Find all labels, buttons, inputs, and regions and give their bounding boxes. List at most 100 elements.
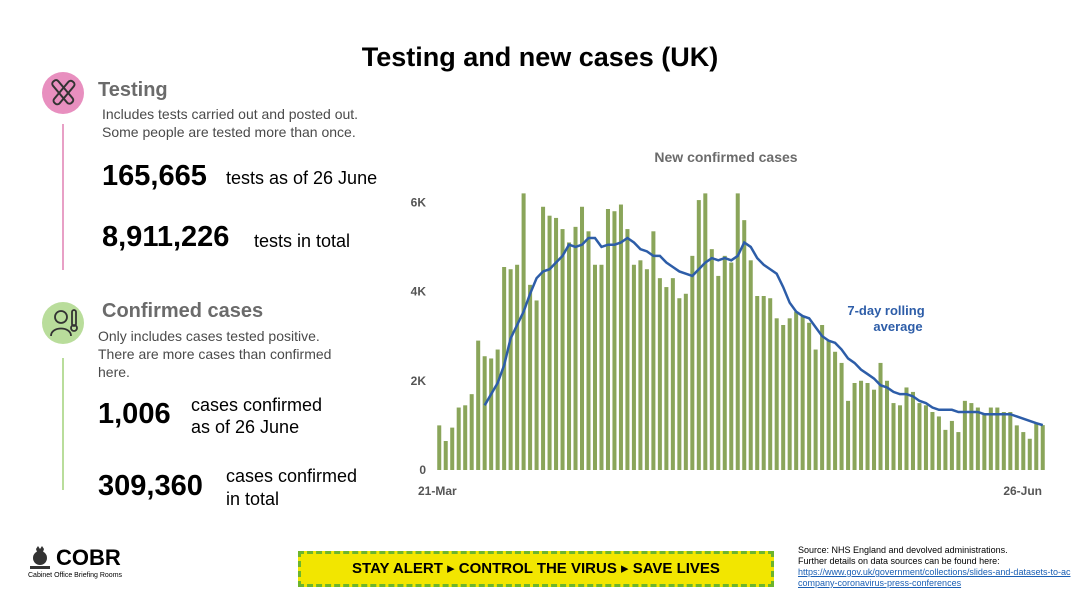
case-bar (949, 420, 954, 470)
cases-desc-1: Only includes cases tested positive. (98, 328, 320, 344)
case-bar (891, 403, 896, 470)
case-bar (1008, 412, 1013, 470)
case-bar (508, 269, 513, 470)
case-bar (456, 407, 461, 470)
case-bar (625, 229, 630, 470)
page-title: Testing and new cases (UK) (361, 42, 719, 72)
case-bar (904, 387, 909, 470)
y-tick-label: 6K (411, 195, 427, 209)
tests-today-value: 165,665 (102, 160, 207, 192)
rolling-average-label-1: 7-day rolling (847, 303, 924, 318)
royal-crest-icon (30, 546, 50, 569)
case-bar (469, 394, 474, 470)
case-bar (936, 416, 941, 470)
case-bar (450, 427, 455, 470)
cases-total-value: 309,360 (98, 470, 203, 502)
rolling-average-label-2: average (873, 319, 922, 334)
case-bar (794, 311, 799, 470)
case-bar (482, 356, 487, 470)
tests-total-value: 8,911,226 (102, 221, 230, 253)
case-bar (742, 220, 747, 470)
cases-heading: Confirmed cases (102, 300, 264, 322)
cases-total-label-1: cases confirmed (226, 466, 358, 486)
case-bar (885, 380, 890, 470)
case-bar (495, 349, 500, 470)
case-bar (1021, 432, 1026, 470)
case-bar (605, 209, 610, 470)
case-bar (670, 278, 675, 470)
case-bar (703, 193, 708, 470)
case-bar (1014, 425, 1019, 470)
y-tick-label: 0 (419, 463, 426, 477)
cases-today-label-2: as of 26 June (191, 417, 300, 437)
case-bar (567, 242, 572, 470)
case-bar (995, 407, 1000, 470)
case-bar (872, 389, 877, 470)
case-bar (859, 380, 864, 470)
source-line-1: Source: NHS England and devolved adminis… (798, 545, 1008, 555)
case-bar (463, 405, 468, 470)
x-start-label: 21-Mar (418, 484, 457, 498)
case-bar (618, 204, 623, 470)
case-bar (599, 264, 604, 470)
case-bar (644, 269, 649, 470)
case-bar (826, 340, 831, 470)
person-thermometer-icon (42, 302, 84, 344)
case-bar (657, 278, 662, 470)
cases-desc-3: here. (98, 364, 130, 380)
case-bar (1034, 423, 1039, 470)
x-end-label: 26-Jun (1003, 484, 1042, 498)
source-link[interactable]: https://www.gov.uk/government/collection… (798, 567, 1071, 588)
y-tick-label: 2K (411, 374, 427, 388)
cases-total-label-2: in total (226, 489, 280, 509)
case-bar (878, 362, 883, 470)
cases-today-label-1: cases confirmed (191, 395, 323, 415)
source-note: Source: NHS England and devolved adminis… (798, 545, 1074, 589)
testing-divider (62, 124, 64, 270)
testing-heading: Testing (98, 79, 168, 101)
case-bar (521, 193, 526, 470)
case-bar (515, 264, 520, 470)
case-bar (748, 260, 753, 470)
case-bar (943, 429, 948, 470)
chart-title: New confirmed cases (654, 149, 797, 165)
case-bar (897, 405, 902, 470)
case-bar (800, 316, 805, 470)
cases-today-value: 1,006 (98, 398, 171, 430)
tests-today-label: tests as of 26 June (226, 168, 378, 188)
case-bar (917, 403, 922, 470)
case-bar (755, 296, 760, 470)
case-bar (716, 275, 721, 470)
case-bar (930, 412, 935, 470)
case-bar (1027, 438, 1032, 470)
case-bar (969, 403, 974, 470)
cobr-subtitle: Cabinet Office Briefing Rooms (28, 572, 123, 579)
case-bar (787, 318, 792, 470)
case-bar (528, 284, 533, 470)
case-bar (722, 255, 727, 470)
case-bar (638, 260, 643, 470)
case-bar (982, 414, 987, 470)
rolling-average-line (483, 236, 1044, 427)
case-bar (768, 298, 773, 470)
case-bar (852, 383, 857, 470)
case-bar (489, 358, 494, 470)
case-bar (443, 441, 448, 470)
case-bar (865, 383, 870, 470)
case-bar (547, 215, 552, 470)
case-bar (696, 200, 701, 470)
case-bar (735, 193, 740, 470)
cobr-wordmark: COBR (56, 545, 121, 570)
case-bar (534, 300, 539, 470)
case-bar (573, 226, 578, 470)
source-line-2: Further details on data sources can be f… (798, 556, 1000, 566)
case-bar (1001, 412, 1006, 470)
case-bar (807, 322, 812, 470)
case-bar (956, 432, 961, 470)
case-bar (761, 296, 766, 470)
case-bar (651, 231, 656, 470)
case-bar (839, 362, 844, 470)
case-bar (833, 351, 838, 470)
case-bar (975, 407, 980, 470)
testing-desc-2: Some people are tested more than once. (102, 124, 356, 140)
